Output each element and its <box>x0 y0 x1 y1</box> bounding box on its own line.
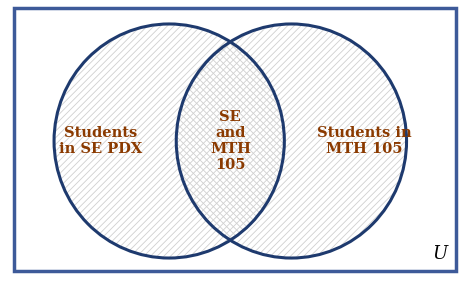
FancyBboxPatch shape <box>14 8 456 271</box>
Text: Students in
MTH 105: Students in MTH 105 <box>317 126 412 156</box>
Ellipse shape <box>54 24 284 258</box>
Text: Students
in SE PDX: Students in SE PDX <box>59 126 143 156</box>
Text: SE
and
MTH
105: SE and MTH 105 <box>210 110 251 172</box>
Ellipse shape <box>176 24 407 258</box>
Text: U: U <box>432 245 447 263</box>
